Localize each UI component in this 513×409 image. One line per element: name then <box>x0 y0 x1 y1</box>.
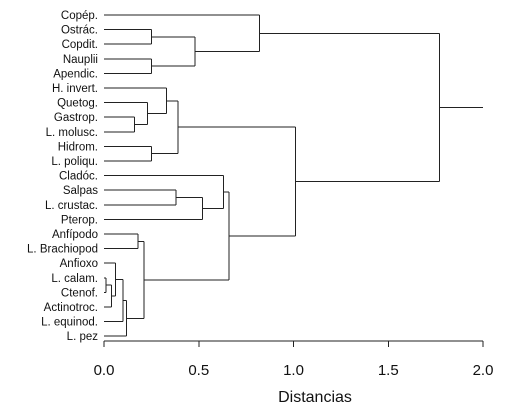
leaf-label: Gastrop. <box>54 112 98 124</box>
leaf-label: Copdit. <box>62 39 98 51</box>
leaf-label: Apendic. <box>53 68 98 80</box>
x-tick-label: 0.5 <box>188 362 209 379</box>
leaf-label: L. pez <box>67 331 99 343</box>
x-tick-label: 1.0 <box>283 362 304 379</box>
leaf-label: Nauplii <box>63 54 98 66</box>
leaf-label: Salpas <box>63 185 98 197</box>
leaf-label: Actinotroc. <box>44 302 98 314</box>
dendrogram-branches <box>104 14 483 337</box>
leaf-label: L. molusc. <box>46 127 98 139</box>
leaf-label: H. invert. <box>52 83 98 95</box>
x-axis: 0.0 0.5 1.0 1.5 2.0 <box>94 340 494 379</box>
leaf-label: L. poliqu. <box>51 156 98 168</box>
leaf-label: L. Brachiopod <box>27 244 98 256</box>
leaf-label: Copép. <box>61 10 98 22</box>
leaf-label: L. calam. <box>51 273 98 285</box>
x-axis-title: Distancias <box>278 389 352 406</box>
leaf-label: Quetog. <box>57 98 98 110</box>
leaf-label: Pterop. <box>61 214 98 226</box>
leaf-label: Ctenof. <box>61 287 98 299</box>
leaf-label: L. equinod. <box>41 317 98 329</box>
leaf-label: Hidrom. <box>58 141 98 153</box>
leaf-labels: Copép. Ostrác. Copdit. Nauplii Apendic. H. in… <box>27 10 98 343</box>
leaf-label: Anfípodo <box>52 229 98 241</box>
leaf-label: Anfioxo <box>60 258 98 270</box>
x-tick-label: 1.5 <box>378 362 399 379</box>
leaf-label: Cladóc. <box>59 171 98 183</box>
leaf-label: L. crustac. <box>45 200 98 212</box>
x-tick-label: 2.0 <box>473 362 494 379</box>
x-tick-label: 0.0 <box>94 362 115 379</box>
leaf-label: Ostrác. <box>61 25 98 37</box>
